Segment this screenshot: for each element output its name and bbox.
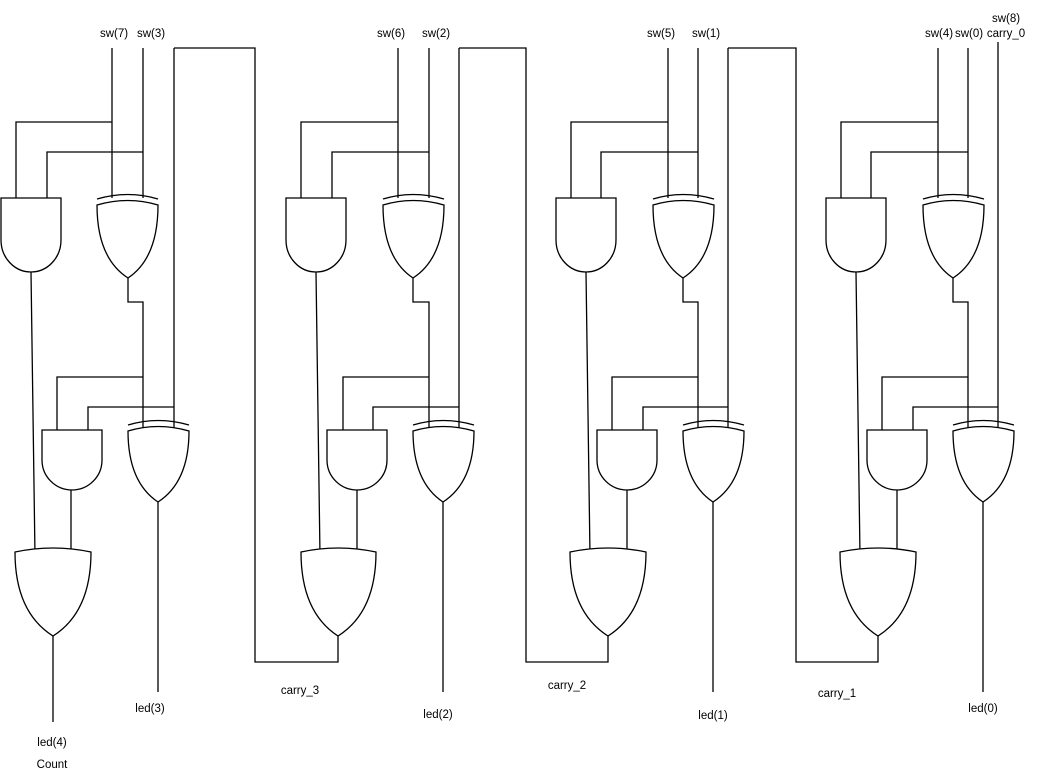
- xor-gate-arc: [652, 193, 715, 200]
- input-label-sw6: sw(6): [377, 28, 405, 40]
- adder-stage-2: [285, 47, 609, 692]
- and-gate: [285, 197, 347, 273]
- input-label-sw4: sw(4): [925, 28, 953, 40]
- xor-gate: [412, 425, 475, 503]
- xor-gate-arc: [922, 193, 985, 200]
- adder-stage-0: [825, 42, 1015, 692]
- labels: sw(7) sw(3) sw(6) sw(2) sw(5) sw(1) sw(4…: [37, 13, 1026, 771]
- wire: [300, 47, 609, 692]
- xor-gate-arc: [96, 193, 159, 200]
- or-gate: [300, 547, 377, 637]
- input-label-carry0: carry_0: [987, 28, 1025, 40]
- xor-gate: [952, 425, 1015, 503]
- xor-gate: [127, 425, 190, 503]
- and-gate: [596, 429, 658, 491]
- xor-gate: [96, 199, 159, 279]
- wire: [15, 47, 339, 722]
- xor-gate: [682, 425, 745, 503]
- output-label-led4: led(4): [37, 737, 67, 749]
- xor-gate-arc: [682, 419, 745, 426]
- or-gate: [569, 547, 647, 637]
- output-label-led0: led(0): [968, 703, 998, 715]
- xor-gate-arc: [412, 419, 475, 426]
- input-label-sw1: sw(1): [692, 28, 720, 40]
- input-label-sw2: sw(2): [422, 28, 450, 40]
- carry-label-carry3: carry_3: [281, 685, 319, 697]
- input-label-sw5: sw(5): [647, 28, 675, 40]
- xor-gate-arc: [952, 419, 1015, 426]
- input-label-sw0: sw(0): [955, 28, 983, 40]
- xor-gate: [382, 199, 445, 279]
- input-label-sw7: sw(7): [100, 28, 128, 40]
- and-gate: [866, 429, 928, 491]
- adder-stage-1: [555, 47, 879, 692]
- xor-gate-arc: [127, 419, 190, 426]
- wire: [570, 47, 879, 692]
- and-gate: [326, 429, 388, 491]
- input-label-sw8: sw(8): [992, 13, 1020, 25]
- or-gate: [14, 547, 92, 637]
- carry-label-carry2: carry_2: [548, 680, 586, 692]
- and-gate: [41, 429, 103, 491]
- output-label-count: Count: [37, 759, 68, 771]
- or-gate: [839, 547, 917, 637]
- xor-gate: [922, 199, 985, 279]
- output-label-led1: led(1): [698, 710, 728, 722]
- and-gate: [0, 197, 62, 273]
- and-gate: [555, 197, 617, 273]
- wire: [840, 42, 999, 692]
- adder-stage-3: [0, 47, 339, 722]
- xor-gate: [652, 199, 715, 279]
- output-label-led3: led(3): [135, 703, 165, 715]
- xor-gate-arc: [382, 193, 445, 200]
- carry-label-carry1: carry_1: [818, 688, 856, 700]
- output-label-led2: led(2): [423, 709, 453, 721]
- input-label-sw3: sw(3): [137, 28, 165, 40]
- and-gate: [825, 197, 887, 273]
